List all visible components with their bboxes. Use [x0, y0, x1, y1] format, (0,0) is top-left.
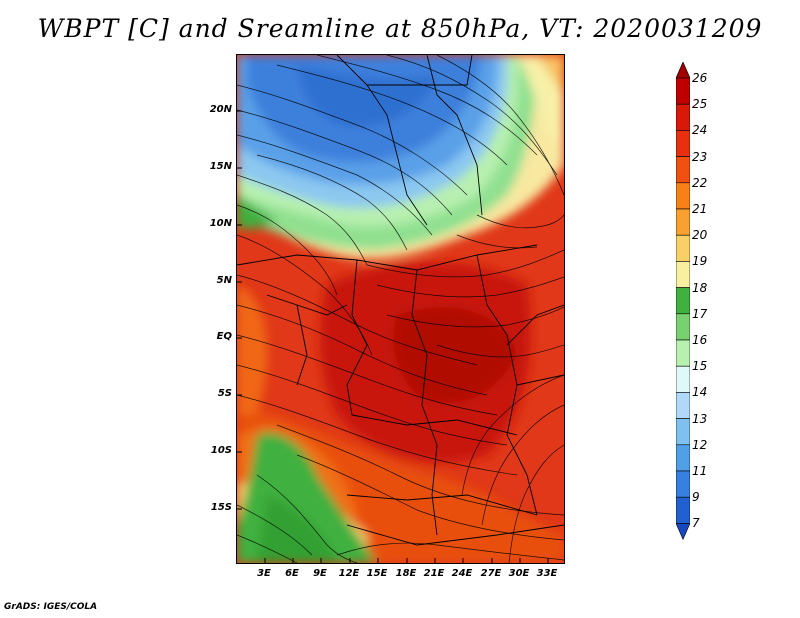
- colorbar-label: 19: [692, 254, 708, 269]
- colorbar-segment: [676, 418, 690, 446]
- lon-label-15e: 15E: [366, 568, 388, 579]
- colorbar-label: 7: [692, 516, 700, 531]
- country-borders: [237, 55, 564, 546]
- colorbar-label: 23: [692, 149, 708, 164]
- colorbar-segment: [676, 496, 690, 524]
- lon-label-6e: 6E: [285, 568, 299, 579]
- colorbar-label: 14: [692, 385, 708, 400]
- colorbar-segment: [676, 156, 690, 184]
- lat-label-20n: 20N: [209, 104, 232, 115]
- colorbar-label: 25: [692, 97, 708, 112]
- colorbar-segment: [676, 313, 690, 341]
- lon-label-21e: 21E: [423, 568, 445, 579]
- colorbar-label: 22: [692, 175, 708, 190]
- colorbar-segment: [676, 392, 690, 419]
- lon-label-3e: 3E: [257, 568, 271, 579]
- temperature-field: [237, 55, 564, 563]
- lon-label-12e: 12E: [338, 568, 360, 579]
- map-canvas: [237, 55, 564, 563]
- lat-label-10s: 10S: [210, 445, 232, 456]
- colorbar-bottom-arrow: [676, 523, 690, 541]
- lat-label-15n: 15N: [209, 161, 232, 172]
- colorbar-label: 26: [692, 71, 708, 85]
- colorbar-segment: [676, 234, 690, 262]
- lat-label-eq: EQ: [216, 331, 232, 342]
- colorbar-top-arrow: [676, 62, 690, 79]
- colorbar-label: 11: [692, 464, 708, 478]
- colorbar-label: 21: [692, 202, 708, 216]
- colorbar-label: 16: [692, 333, 708, 347]
- colorbar-segment: [676, 444, 690, 472]
- colorbar-segment: [676, 339, 690, 367]
- lat-label-5s: 5S: [217, 388, 232, 399]
- lon-label-18e: 18E: [395, 568, 417, 579]
- streamlines: [237, 55, 564, 563]
- colorbar-segment: [676, 130, 690, 157]
- colorbar-segment: [676, 261, 690, 288]
- grads-credit: GrADS: IGES/COLA: [4, 602, 98, 612]
- colorbar: [676, 62, 690, 541]
- colorbar-label: 24: [692, 123, 708, 138]
- colorbar-label: 12: [692, 437, 708, 452]
- lat-label-5n: 5N: [216, 275, 232, 286]
- map-title: WBPT [C] and Sreamline at 850hPa, VT: 20…: [37, 14, 763, 43]
- colorbar-label: 13: [692, 411, 708, 426]
- lat-label-10n: 10N: [209, 218, 232, 229]
- colorbar-segment: [676, 103, 690, 131]
- colorbar-label: 15: [692, 359, 708, 374]
- lon-label-9e: 9E: [313, 568, 327, 579]
- colorbar-segment: [676, 287, 690, 315]
- colorbar-segment: [676, 182, 690, 210]
- colorbar-segment: [676, 77, 690, 105]
- colorbar-label: 17: [692, 306, 708, 321]
- colorbar-segment: [676, 365, 690, 393]
- lat-label-15s: 15S: [210, 502, 232, 513]
- colorbar-label: 9: [692, 490, 700, 505]
- colorbar-label: 18: [692, 280, 708, 295]
- colorbar-segment: [676, 208, 690, 236]
- lon-label-30e: 30E: [508, 568, 530, 579]
- wbpt-map[interactable]: [236, 54, 565, 564]
- colorbar-segment: [676, 470, 690, 498]
- frame-ticks: [237, 110, 549, 563]
- colorbar-label: 20: [692, 228, 708, 243]
- lon-label-27e: 27E: [480, 568, 502, 579]
- lon-label-24e: 24E: [451, 568, 473, 579]
- lon-label-33e: 33E: [536, 568, 558, 579]
